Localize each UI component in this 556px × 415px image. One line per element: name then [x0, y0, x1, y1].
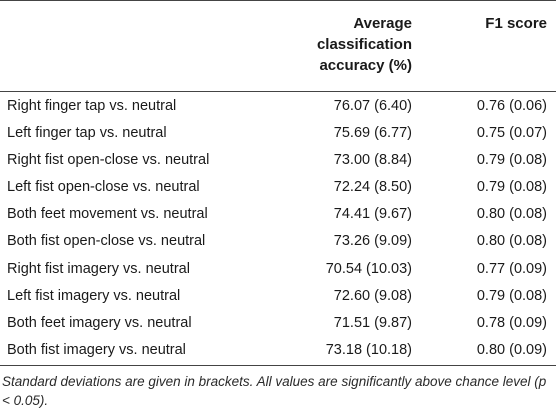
row-accuracy: 75.69 (6.77): [333, 125, 412, 142]
row-accuracy: 72.24 (8.50): [333, 179, 412, 196]
table-row: Both feet movement vs. neutral 74.41 (9.6…: [0, 202, 556, 229]
table-row: Left finger tap vs. neutral 75.69 (6.77) 0…: [0, 121, 556, 148]
row-label: Left fist imagery vs. neutral: [7, 287, 181, 304]
row-accuracy: 71.51 (9.87): [333, 314, 412, 331]
row-accuracy: 73.26 (9.09): [333, 233, 412, 250]
row-label: Both feet movement vs. neutral: [7, 206, 208, 223]
row-f1: 0.77 (0.09): [476, 260, 547, 277]
table-bottom-rule: [0, 365, 556, 366]
row-f1: 0.80 (0.08): [476, 233, 547, 250]
row-accuracy: 73.00 (8.84): [333, 152, 412, 169]
column-header-f1: F1 score: [485, 15, 547, 32]
footnote-text: Standard deviations are given in bracket…: [2, 374, 547, 408]
row-f1: 0.79 (0.08): [476, 152, 547, 169]
row-label: Left finger tap vs. neutral: [7, 125, 167, 142]
row-label: Right fist open-close vs. neutral: [7, 152, 210, 169]
table-row: Left fist imagery vs. neutral 72.60 (9.08…: [0, 284, 556, 311]
row-accuracy: 70.54 (10.03): [325, 260, 412, 277]
column-header-accuracy-line: classification: [316, 36, 412, 53]
row-label: Left fist open-close vs. neutral: [7, 179, 200, 196]
row-f1: 0.76 (0.06): [476, 98, 547, 114]
table-row: Right finger tap vs. neutral 76.07 (6.40)…: [0, 94, 556, 121]
table-row: Both fist imagery vs. neutral 73.18 (10.1…: [0, 338, 556, 365]
table-row: Left fist open-close vs. neutral 72.24 (8…: [0, 175, 556, 202]
table-header-rule: [0, 91, 556, 92]
table-row: Right fist imagery vs. neutral 70.54 (10.…: [0, 257, 556, 284]
row-f1: 0.78 (0.09): [476, 314, 547, 331]
column-header-accuracy: Average classification accuracy (%): [282, 13, 412, 76]
row-f1: 0.79 (0.08): [476, 179, 547, 196]
row-label: Both feet imagery vs. neutral: [7, 314, 192, 331]
row-f1: 0.80 (0.08): [476, 206, 547, 223]
row-label: Both fist open-close vs. neutral: [7, 233, 206, 250]
table-footnote: Standard deviations are given in bracket…: [2, 372, 554, 410]
row-accuracy: 74.41 (9.67): [333, 206, 412, 223]
row-accuracy: 76.07 (6.40): [333, 98, 412, 114]
row-label: Right fist imagery vs. neutral: [7, 260, 190, 277]
table-row: Both fist open-close vs. neutral 73.26 (9…: [0, 229, 556, 256]
row-accuracy: 72.60 (9.08): [333, 287, 412, 304]
column-header-accuracy-line: Average: [353, 15, 412, 32]
table-top-rule: [0, 0, 556, 1]
row-accuracy: 73.18 (10.18): [325, 341, 412, 358]
row-label: Right finger tap vs. neutral: [7, 98, 177, 114]
table-row: Both feet imagery vs. neutral 71.51 (9.87…: [0, 311, 556, 338]
row-f1: 0.75 (0.07): [476, 125, 547, 142]
column-header-accuracy-line: accuracy (%): [319, 57, 412, 74]
row-f1: 0.80 (0.09): [476, 341, 547, 358]
row-f1: 0.79 (0.08): [476, 287, 547, 304]
table-row: Right fist open-close vs. neutral 73.00 (…: [0, 148, 556, 175]
row-label: Both fist imagery vs. neutral: [7, 341, 186, 358]
table-body: Right finger tap vs. neutral 76.07 (6.40)…: [0, 94, 556, 365]
